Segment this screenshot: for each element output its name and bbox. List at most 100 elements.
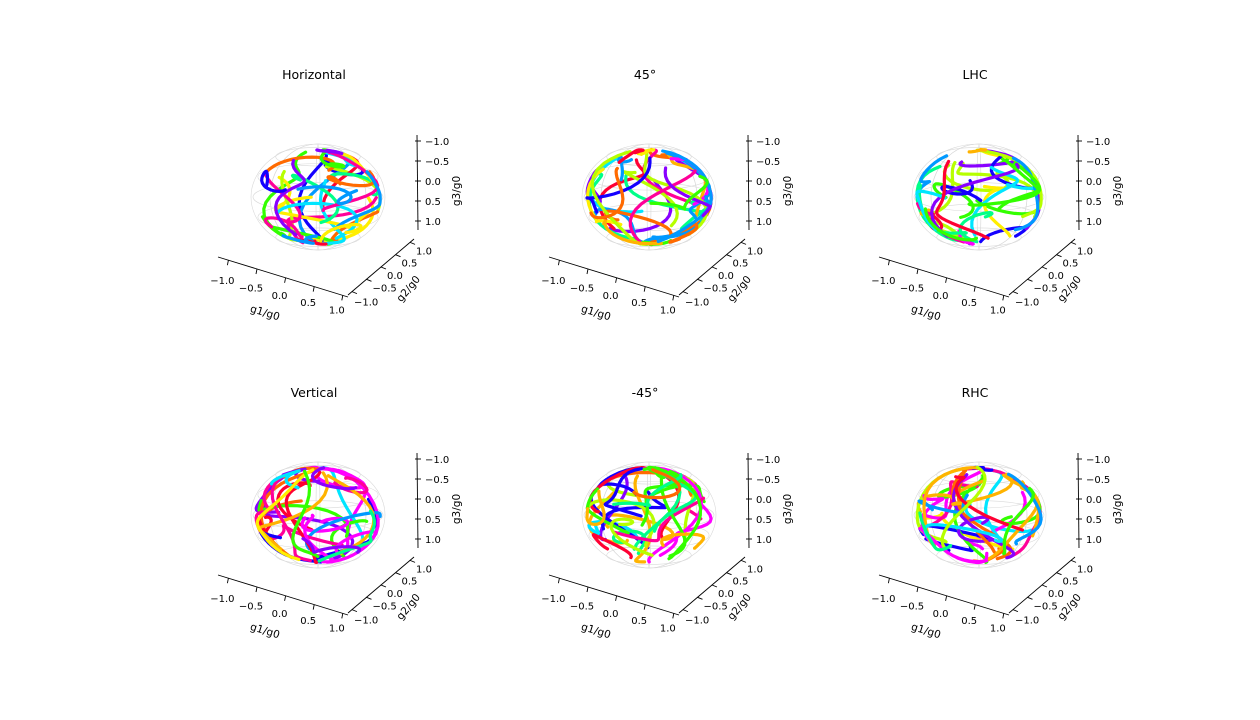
x-tick bbox=[586, 586, 589, 593]
trajectory-path bbox=[330, 519, 369, 560]
y-tick bbox=[711, 266, 718, 270]
z-tick-label: 0.0 bbox=[425, 177, 441, 188]
x-tick bbox=[255, 586, 258, 593]
x-axis-line bbox=[878, 256, 1010, 298]
subplot-title: 45° bbox=[634, 67, 656, 82]
trajectory-path bbox=[611, 529, 647, 556]
z-tick-label: −0.5 bbox=[756, 157, 780, 168]
y-tick-label: 0.0 bbox=[1048, 271, 1064, 282]
x-tick bbox=[1002, 613, 1005, 619]
y-tick-label: 0.0 bbox=[1048, 589, 1064, 600]
trajectories bbox=[915, 147, 1043, 246]
y-tick-label: −1.0 bbox=[1015, 616, 1039, 627]
y-tick bbox=[697, 278, 703, 282]
trajectories bbox=[254, 465, 382, 565]
x-axis-line bbox=[217, 256, 349, 298]
x-tick-label: 0.5 bbox=[300, 298, 316, 309]
x-tick-label: 0.0 bbox=[272, 291, 288, 302]
y-tick-label: 0.5 bbox=[402, 577, 418, 588]
z-tick-label: −0.5 bbox=[425, 475, 449, 486]
trajectory-path bbox=[1006, 472, 1043, 546]
x-tick bbox=[312, 286, 315, 292]
z-tick-label: 0.5 bbox=[756, 197, 772, 208]
x-tick bbox=[226, 260, 229, 266]
x-tick bbox=[284, 277, 287, 283]
trajectories bbox=[585, 147, 713, 247]
x-tick bbox=[887, 578, 890, 584]
x-tick bbox=[615, 595, 618, 601]
z-tick-label: −1.0 bbox=[425, 137, 449, 148]
x-tick-label: −1.0 bbox=[871, 594, 895, 605]
z-tick-label: 0.0 bbox=[756, 495, 772, 506]
x-tick bbox=[557, 260, 560, 266]
x-tick-label: −1.0 bbox=[541, 594, 565, 605]
x-tick-label: −1.0 bbox=[210, 594, 234, 605]
trajectory-path bbox=[609, 517, 654, 557]
x-tick bbox=[945, 277, 948, 283]
subplot-5: -45°−1.0−0.50.00.51.0g3/g0−1.0−0.50.00.5… bbox=[541, 385, 794, 641]
trajectory-path bbox=[917, 493, 969, 514]
trajectory-path bbox=[663, 166, 712, 218]
trajectory-path bbox=[317, 179, 346, 246]
trajectory-path bbox=[915, 189, 947, 232]
trajectory-path bbox=[617, 148, 645, 164]
trajectory-path bbox=[274, 158, 306, 237]
z-tick-label: −1.0 bbox=[1086, 137, 1110, 148]
trajectory-path bbox=[269, 469, 301, 490]
y-tick-label: −1.0 bbox=[354, 298, 378, 309]
z-tick-label: −0.5 bbox=[1086, 475, 1110, 486]
trajectory-path bbox=[621, 170, 679, 228]
latitude-line bbox=[252, 182, 384, 212]
y-tick bbox=[380, 266, 387, 270]
z-tick-label: 1.0 bbox=[756, 217, 772, 228]
trajectory-path bbox=[954, 475, 1025, 532]
trajectory-path bbox=[915, 154, 949, 199]
trajectory-path bbox=[923, 207, 979, 242]
z-tick-label: 0.0 bbox=[1086, 495, 1102, 506]
y-tick-label: −0.5 bbox=[1033, 283, 1057, 294]
y-tick-label: 1.0 bbox=[1077, 564, 1093, 575]
y-tick-label: 1.0 bbox=[747, 564, 763, 575]
z-axis-line bbox=[416, 452, 419, 549]
trajectory-path bbox=[291, 469, 320, 559]
y-tick bbox=[1041, 584, 1048, 588]
x-tick bbox=[557, 578, 560, 584]
y-tick-label: −0.5 bbox=[1033, 601, 1057, 612]
z-tick-label: 1.0 bbox=[1086, 217, 1102, 228]
x-tick-label: −1.0 bbox=[210, 276, 234, 287]
trajectory-path bbox=[587, 520, 642, 544]
z-tick-label: 1.0 bbox=[425, 535, 441, 546]
y-tick bbox=[395, 572, 401, 576]
trajectory-path bbox=[1011, 156, 1040, 232]
trajectory-path bbox=[296, 185, 359, 206]
z-axis-line bbox=[1077, 452, 1080, 549]
x-tick bbox=[916, 586, 919, 593]
y-tick-label: −0.5 bbox=[372, 283, 396, 294]
x-axis-label: g1/g0 bbox=[580, 303, 612, 323]
subplot-title: -45° bbox=[632, 385, 659, 400]
z-tick-label: −0.5 bbox=[425, 157, 449, 168]
y-tick-label: 0.0 bbox=[387, 271, 403, 282]
x-tick-label: 0.5 bbox=[631, 298, 647, 309]
x-tick-label: 0.0 bbox=[603, 609, 619, 620]
trajectory-path bbox=[315, 148, 344, 156]
z-tick-label: −1.0 bbox=[425, 455, 449, 466]
z-axis-label: g3/g0 bbox=[1112, 176, 1124, 206]
z-tick-label: −1.0 bbox=[756, 137, 780, 148]
x-tick-label: 1.0 bbox=[329, 305, 345, 316]
z-tick-label: 1.0 bbox=[425, 217, 441, 228]
trajectory-path bbox=[967, 147, 988, 154]
z-tick-label: 0.5 bbox=[1086, 515, 1102, 526]
z-axis-label: g3/g0 bbox=[451, 494, 463, 524]
trajectory-path bbox=[319, 222, 363, 243]
trajectory-path bbox=[602, 219, 663, 246]
y-tick-label: −0.5 bbox=[703, 601, 727, 612]
z-tick-label: 0.5 bbox=[425, 515, 441, 526]
trajectory-path bbox=[334, 530, 377, 555]
y-tick bbox=[726, 572, 732, 576]
trajectory-path bbox=[603, 467, 644, 518]
latitude-line bbox=[275, 545, 361, 565]
y-tick bbox=[726, 254, 732, 258]
trajectory-path bbox=[589, 166, 625, 220]
z-tick-label: 0.5 bbox=[1086, 197, 1102, 208]
